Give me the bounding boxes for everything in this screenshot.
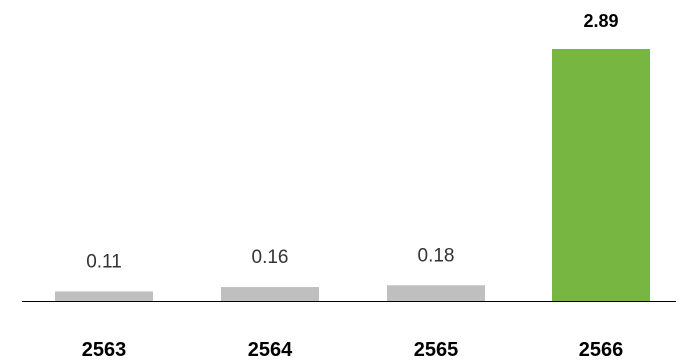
- value-label-2566: 2.89: [583, 11, 618, 31]
- value-label-2565: 0.18: [418, 245, 455, 266]
- bars-group: [55, 49, 650, 301]
- category-label-2566: 2566: [579, 339, 624, 361]
- category-labels-group: 2563 2564 2565 2566: [82, 339, 624, 361]
- category-label-2565: 2565: [414, 339, 459, 361]
- value-labels-group: 0.11 0.16 0.18 2.89: [86, 11, 618, 272]
- bar-2566: [552, 49, 650, 301]
- value-label-2564: 0.16: [252, 247, 289, 268]
- category-label-2564: 2564: [248, 339, 293, 361]
- bar-2564: [221, 287, 319, 301]
- bar-2565: [387, 285, 485, 301]
- value-label-2563: 0.11: [86, 251, 122, 272]
- bar-2563: [55, 291, 153, 301]
- category-label-2563: 2563: [82, 339, 127, 361]
